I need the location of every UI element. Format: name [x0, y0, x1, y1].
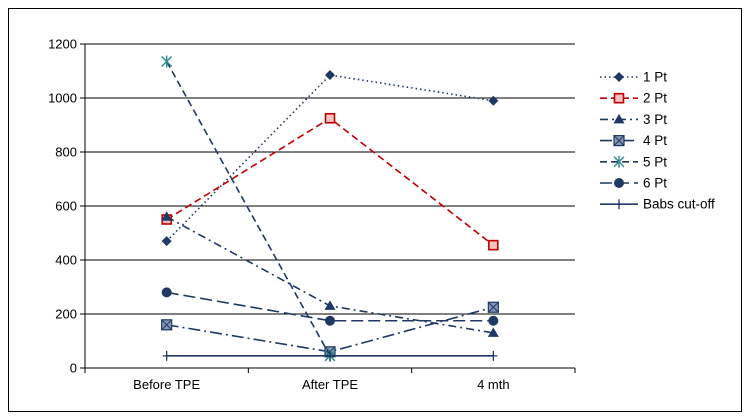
data-point	[488, 95, 499, 106]
legend-item: 1 Pt	[600, 70, 667, 85]
y-tick-label: 600	[55, 199, 77, 214]
legend-item: 4 Pt	[600, 133, 667, 148]
legend-label: 6 Pt	[643, 176, 667, 191]
legend-item: 5 Pt	[600, 154, 667, 169]
data-point	[161, 211, 173, 221]
series-2	[161, 112, 499, 251]
data-point	[615, 199, 623, 210]
y-tick-label: 200	[55, 307, 77, 322]
legend-label: 5 Pt	[643, 154, 667, 169]
data-point	[326, 350, 334, 361]
marker-cross	[161, 319, 173, 331]
series-7	[162, 350, 498, 361]
legend-item: 6 Pt	[600, 176, 667, 191]
series-4	[161, 301, 499, 358]
y-tick-label: 800	[55, 145, 77, 160]
legend-item: 2 Pt	[600, 91, 667, 106]
series-group	[161, 55, 499, 362]
y-tick-label: 400	[55, 253, 77, 268]
data-point	[614, 178, 624, 188]
data-point	[613, 135, 625, 147]
x-tick-label: 4 mth	[477, 377, 510, 392]
series-line	[166, 117, 494, 246]
data-point	[613, 155, 625, 168]
y-tick-label: 1200	[48, 37, 77, 52]
legend-item: Babs cut-off	[600, 197, 715, 212]
series-3	[161, 211, 499, 337]
data-point	[324, 300, 336, 310]
x-tick-label: Before TPE	[133, 377, 200, 392]
legend-label: 4 Pt	[643, 133, 667, 148]
series-line	[166, 291, 494, 322]
data-point	[325, 315, 335, 326]
data-point	[488, 239, 499, 251]
x-axis-ticks: Before TPE After TPE 4 mth	[84, 368, 576, 392]
data-point	[161, 55, 173, 68]
series-line	[165, 61, 331, 357]
series-line	[166, 74, 494, 242]
legend: 1 Pt 2 Pt 3 Pt 4 Pt 5 Pt 6 Pt Babs cut-off	[600, 70, 715, 212]
legend-label: 1 Pt	[643, 70, 667, 85]
marker-star	[161, 55, 173, 68]
data-point	[488, 315, 499, 326]
x-tick-label: After TPE	[302, 377, 358, 392]
y-axis-ticks: 0 200 400 600 800 1000 1200	[48, 37, 85, 376]
data-point	[613, 92, 625, 104]
legend-label: 2 Pt	[643, 91, 667, 106]
y-tick-label: 1000	[48, 91, 77, 106]
legend-label: Babs cut-off	[643, 197, 715, 212]
data-point	[324, 112, 336, 124]
data-point	[489, 350, 498, 361]
data-point	[487, 301, 499, 313]
legend-label: 3 Pt	[643, 112, 667, 127]
marker-cross	[487, 301, 499, 313]
series-1	[161, 70, 499, 247]
legend-item: 3 Pt	[600, 112, 667, 127]
data-point	[161, 319, 173, 331]
data-point	[613, 113, 625, 124]
data-point	[161, 236, 172, 247]
y-tick-label: 0	[70, 361, 77, 376]
series-5	[161, 55, 336, 362]
series-line	[166, 216, 494, 334]
data-point	[487, 327, 499, 337]
marker-cross	[613, 135, 625, 146]
data-point	[161, 287, 172, 298]
marker-star	[613, 155, 625, 168]
series-6	[161, 287, 499, 326]
data-point	[614, 72, 624, 82]
data-point	[162, 350, 171, 361]
data-point	[325, 70, 335, 81]
